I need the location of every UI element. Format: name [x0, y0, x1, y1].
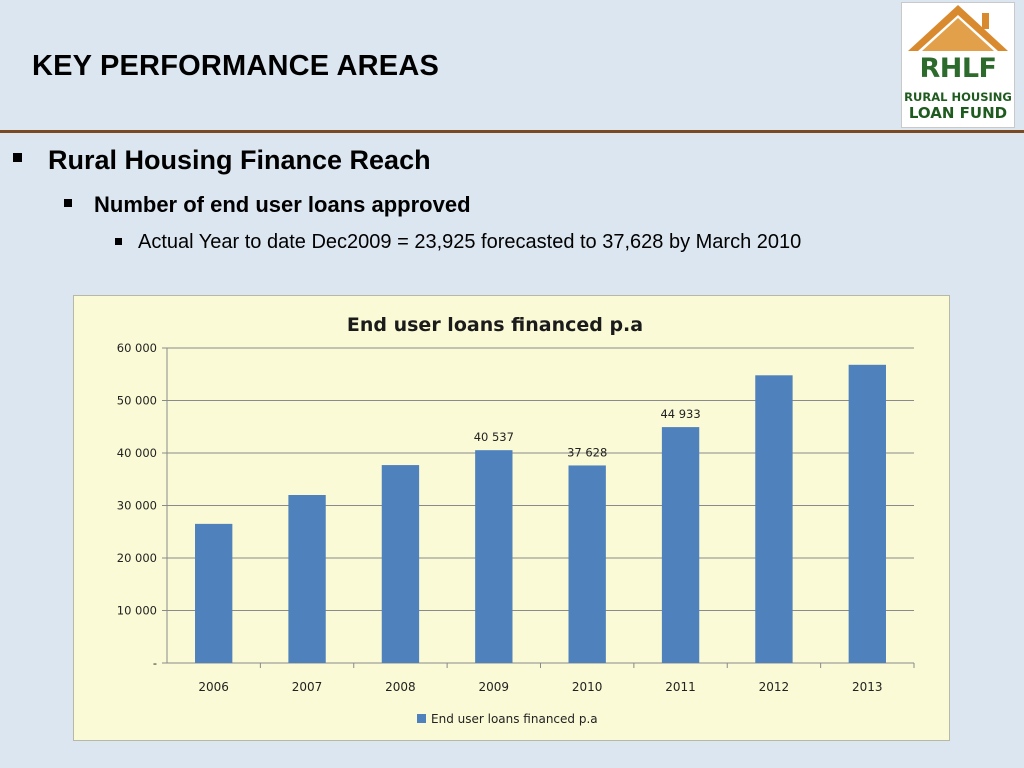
y-tick-label: 40 000 [117, 446, 157, 460]
data-label: 44 933 [660, 407, 700, 421]
logo-line-1: RURAL HOUSING [904, 90, 1012, 104]
bar-chart: End user loans financed p.a - 10 000 20 00… [117, 314, 915, 726]
legend-swatch [417, 714, 426, 723]
legend-label: End user loans financed p.a [431, 712, 598, 726]
bar [288, 495, 326, 663]
bar [568, 465, 606, 663]
y-tick-label: - [153, 656, 157, 670]
bar-chart-frame: End user loans financed p.a - 10 000 20 00… [73, 295, 950, 741]
legend: End user loans financed p.a [417, 712, 598, 726]
x-tick-label: 2012 [759, 680, 790, 694]
x-tick-label: 2013 [852, 680, 883, 694]
y-tick-label: 30 000 [117, 499, 157, 513]
data-label: 40 537 [474, 430, 514, 444]
bullet-square-icon [115, 238, 122, 245]
bar [381, 465, 420, 663]
x-tick-label: 2008 [385, 680, 416, 694]
y-tick-label: 10 000 [117, 604, 157, 618]
bullet-square-icon [13, 153, 22, 162]
bullet-square-icon [64, 199, 72, 207]
chart-title: End user loans financed p.a [347, 314, 643, 336]
rhlf-logo: RHLF RURAL HOUSING LOAN FUND [901, 2, 1015, 128]
bullet-level-3: Actual Year to date Dec2009 = 23,925 for… [138, 231, 802, 253]
bar [475, 450, 513, 663]
x-tick-label: 2006 [198, 680, 229, 694]
bar [848, 364, 886, 663]
bullet-level-2: Number of end user loans approved [94, 192, 471, 217]
bullet-level-1: Rural Housing Finance Reach [48, 145, 431, 175]
bar [661, 427, 700, 663]
x-tick-label: 2009 [479, 680, 510, 694]
y-tick-label: 60 000 [117, 341, 157, 355]
logo-abbreviation: RHLF [919, 53, 997, 84]
x-tick-label: 2007 [292, 680, 323, 694]
y-tick-label: 20 000 [117, 551, 157, 565]
title-divider [0, 130, 1024, 133]
x-tick-label: 2010 [572, 680, 603, 694]
house-roof-icon [908, 5, 1008, 51]
logo-line-2: LOAN FUND [908, 104, 1008, 122]
bar [755, 375, 793, 663]
x-tick-label: 2011 [665, 680, 696, 694]
y-tick-label: 50 000 [117, 394, 157, 408]
bar [195, 523, 233, 663]
data-label: 37 628 [567, 445, 607, 459]
slide-title: KEY PERFORMANCE AREAS [32, 50, 440, 82]
